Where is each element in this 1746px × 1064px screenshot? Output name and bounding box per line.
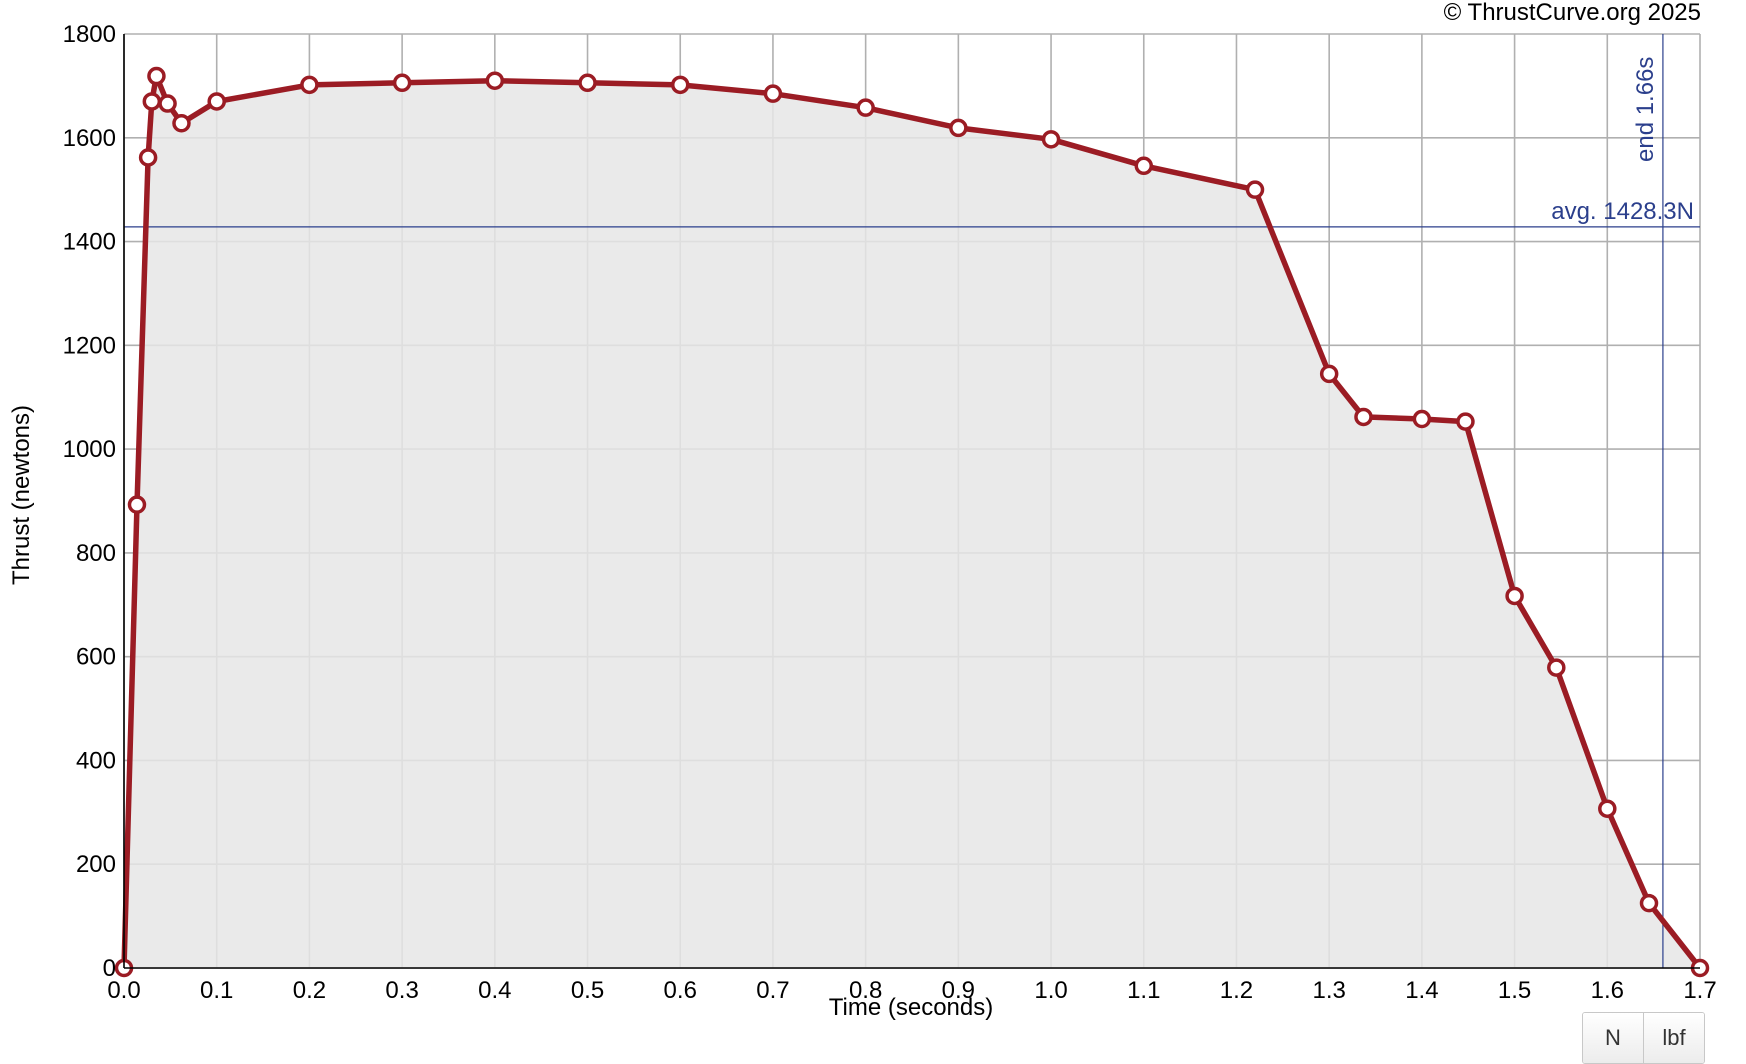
- data-point: [138, 148, 158, 167]
- x-tick-label: 0.1: [200, 977, 233, 1004]
- data-point: [1412, 409, 1432, 429]
- average-label: avg. 1428.3N: [1551, 198, 1694, 225]
- y-tick-label: 400: [76, 747, 116, 774]
- data-point: [158, 94, 177, 113]
- y-tick-label: 1200: [63, 332, 116, 359]
- unit-toggle: N lbf: [1582, 1012, 1705, 1064]
- x-tick-label: 0.2: [293, 977, 326, 1004]
- x-tick-label: 0.3: [385, 977, 418, 1004]
- data-point: [1505, 586, 1524, 606]
- data-point: [172, 113, 191, 133]
- thrust-area: [124, 76, 1700, 968]
- data-point: [1319, 364, 1339, 384]
- x-tick-label: 1.5: [1498, 977, 1531, 1004]
- data-point: [127, 495, 147, 514]
- chart-axes: 0.0 0.1 0.2 0.3 0.4 0.5 0.6 0.7 0.8 0.9 1.0 1.1 1.2 1…: [63, 21, 1717, 1004]
- x-tick-label: 1.7: [1683, 977, 1716, 1004]
- y-tick-label: 800: [76, 540, 116, 567]
- end-label: end 1.66s: [1632, 57, 1659, 162]
- y-tick-label: 1800: [63, 21, 116, 48]
- x-tick-label: 0.9: [942, 977, 975, 1004]
- x-tick-label: 0.4: [478, 977, 511, 1004]
- data-point: [1598, 799, 1617, 818]
- x-tick-label: 1.1: [1127, 977, 1160, 1004]
- x-tick-label: 0.0: [107, 977, 140, 1004]
- data-point: [1639, 893, 1659, 913]
- data-point: [1547, 658, 1566, 677]
- y-tick-label: 1400: [63, 229, 116, 256]
- x-tick-label: 1.3: [1312, 977, 1345, 1004]
- data-point: [1134, 156, 1154, 176]
- x-tick-label: 1.0: [1034, 977, 1067, 1004]
- data-point: [142, 92, 162, 111]
- unit-pounds-button[interactable]: lbf: [1643, 1013, 1704, 1063]
- data-point: [1354, 407, 1373, 427]
- data-point: [856, 98, 875, 117]
- data-point: [763, 84, 783, 103]
- x-axis-label: Time (seconds): [829, 994, 993, 1021]
- x-tick-label: 0.5: [571, 977, 604, 1004]
- thrust-series: [114, 66, 1710, 978]
- data-point: [147, 66, 166, 86]
- data-point: [1245, 180, 1265, 199]
- data-point: [1456, 412, 1475, 431]
- data-point: [485, 71, 505, 90]
- thrust-area-fill: [124, 76, 1700, 968]
- data-point: [949, 118, 968, 138]
- data-point: [392, 73, 412, 93]
- x-tick-label: 0.7: [756, 977, 789, 1004]
- x-tick-label: 0.8: [849, 977, 882, 1004]
- y-tick-label: 600: [76, 644, 116, 671]
- thrust-line: [121, 73, 1703, 970]
- copyright-text: © ThrustCurve.org 2025: [1444, 0, 1701, 26]
- x-tick-label: 1.6: [1591, 977, 1624, 1004]
- reference-lines: avg. 1428.3N end 1.66s: [124, 34, 1700, 968]
- data-point: [207, 92, 226, 111]
- x-tick-label: 1.4: [1405, 977, 1438, 1004]
- data-point: [300, 75, 319, 95]
- data-point: [578, 73, 597, 93]
- y-tick-label: 1600: [63, 125, 116, 152]
- y-axis-label: Thrust (newtons): [8, 405, 35, 585]
- y-tick-label: 1000: [63, 436, 116, 463]
- data-point: [1041, 130, 1061, 149]
- y-tick-label: 200: [76, 851, 116, 878]
- x-tick-label: 1.2: [1220, 977, 1253, 1004]
- y-tick-label: 0: [103, 955, 116, 982]
- x-tick-label: 0.6: [664, 977, 697, 1004]
- unit-newtons-button[interactable]: N: [1583, 1013, 1643, 1063]
- data-point: [670, 75, 690, 95]
